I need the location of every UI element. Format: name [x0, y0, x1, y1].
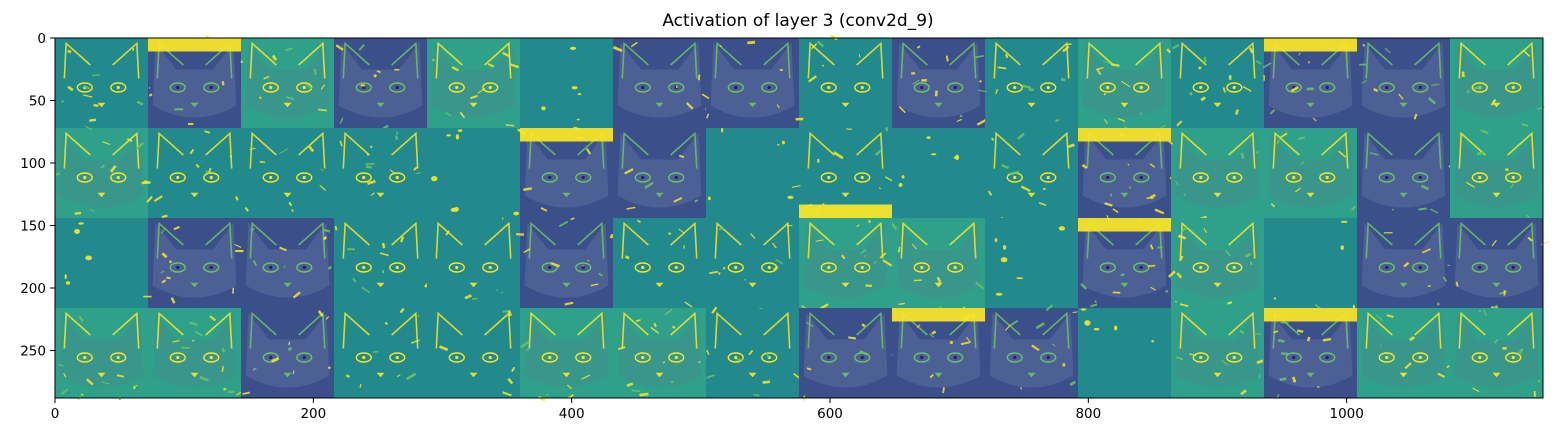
activation-tile	[240, 38, 335, 129]
y-tick-label: 250	[20, 344, 46, 360]
activation-tile	[1171, 38, 1265, 129]
activation-tile	[706, 306, 801, 399]
activation-tile	[985, 304, 1079, 399]
y-tick-label: 50	[29, 94, 46, 110]
activation-tile	[612, 38, 712, 129]
activation-tile	[55, 308, 149, 401]
activation-tile	[1357, 308, 1451, 399]
activation-tile	[1264, 303, 1358, 400]
activation-tile	[1168, 128, 1265, 221]
activation-tile	[799, 308, 895, 401]
activation-tile	[799, 218, 893, 310]
activation-tile	[701, 38, 800, 129]
x-tick-label: 800	[1075, 406, 1101, 422]
activation-tile	[706, 218, 800, 309]
activation-tile	[1078, 215, 1172, 309]
activation-tile	[55, 218, 149, 309]
x-tick-label: 400	[559, 406, 585, 422]
activation-tile	[1264, 218, 1358, 310]
activation-tile	[427, 128, 521, 219]
bright-band	[1264, 308, 1357, 322]
activation-tile	[148, 35, 242, 129]
activation-tile	[241, 308, 335, 399]
activation-tile	[613, 218, 707, 309]
bright-band	[148, 38, 241, 52]
activation-tile	[985, 128, 1079, 223]
activation-grid	[55, 34, 1550, 402]
y-tick-label: 100	[20, 156, 46, 172]
y-tick-label: 0	[37, 31, 46, 47]
activation-tile	[1357, 38, 1451, 129]
activation-tile	[148, 308, 244, 399]
activation-tile	[519, 308, 614, 402]
activation-tile	[892, 38, 987, 129]
bright-band	[892, 308, 985, 322]
activation-tile	[516, 217, 614, 309]
x-tick-label: 200	[300, 406, 326, 422]
activation-tile	[613, 308, 707, 399]
activation-tile	[985, 218, 1079, 309]
activation-tile	[1357, 128, 1455, 219]
activation-tile	[1264, 128, 1358, 219]
activation-tile	[1168, 218, 1265, 309]
activation-tile	[334, 307, 428, 399]
bright-band	[520, 128, 613, 142]
plot-frame	[54, 37, 1544, 399]
activation-tile	[891, 218, 986, 312]
chart-title: Activation of layer 3 (conv2d_9)	[662, 11, 933, 31]
activation-tile	[235, 218, 335, 309]
bright-band	[1078, 218, 1171, 232]
activation-tile	[1078, 128, 1176, 219]
activation-tile	[1450, 128, 1544, 222]
activation-tile	[427, 308, 521, 399]
x-tick-label: 600	[817, 406, 843, 422]
activation-tile	[143, 218, 244, 309]
bright-band	[1078, 128, 1171, 142]
bright-band	[799, 204, 892, 218]
x-tick-label: 1000	[1329, 406, 1363, 422]
activation-tile	[1078, 38, 1172, 132]
activation-tile	[1450, 38, 1545, 129]
y-tick-label: 200	[20, 281, 46, 297]
activation-tile	[1171, 308, 1265, 399]
activation-tile	[892, 128, 986, 219]
activation-tile	[706, 127, 800, 219]
activation-tile	[795, 34, 893, 129]
activation-tile	[613, 128, 707, 219]
x-axis: 0 200 400 600 800 1000	[51, 398, 1364, 422]
activation-tile	[334, 128, 428, 219]
activation-tile	[1262, 38, 1358, 129]
activation-tile	[55, 125, 153, 219]
activation-tile	[141, 128, 242, 219]
activation-tile	[334, 38, 428, 130]
activation-tile	[1450, 308, 1544, 399]
activation-tile	[1450, 218, 1550, 310]
bright-band	[1264, 38, 1357, 52]
activation-tile	[55, 38, 149, 129]
activation-tile	[1357, 218, 1453, 309]
x-tick-label: 0	[51, 406, 60, 422]
activation-tile	[241, 128, 335, 219]
activation-tile	[427, 38, 521, 129]
activation-tile	[1078, 308, 1172, 399]
activation-tile	[520, 38, 614, 129]
activation-tile	[334, 218, 429, 309]
activation-tile	[892, 308, 986, 399]
y-tick-label: 150	[20, 219, 46, 235]
y-axis: 0 50 100 150 200 250	[20, 31, 55, 360]
activation-tile	[978, 36, 1079, 129]
activation-tile	[427, 217, 521, 309]
